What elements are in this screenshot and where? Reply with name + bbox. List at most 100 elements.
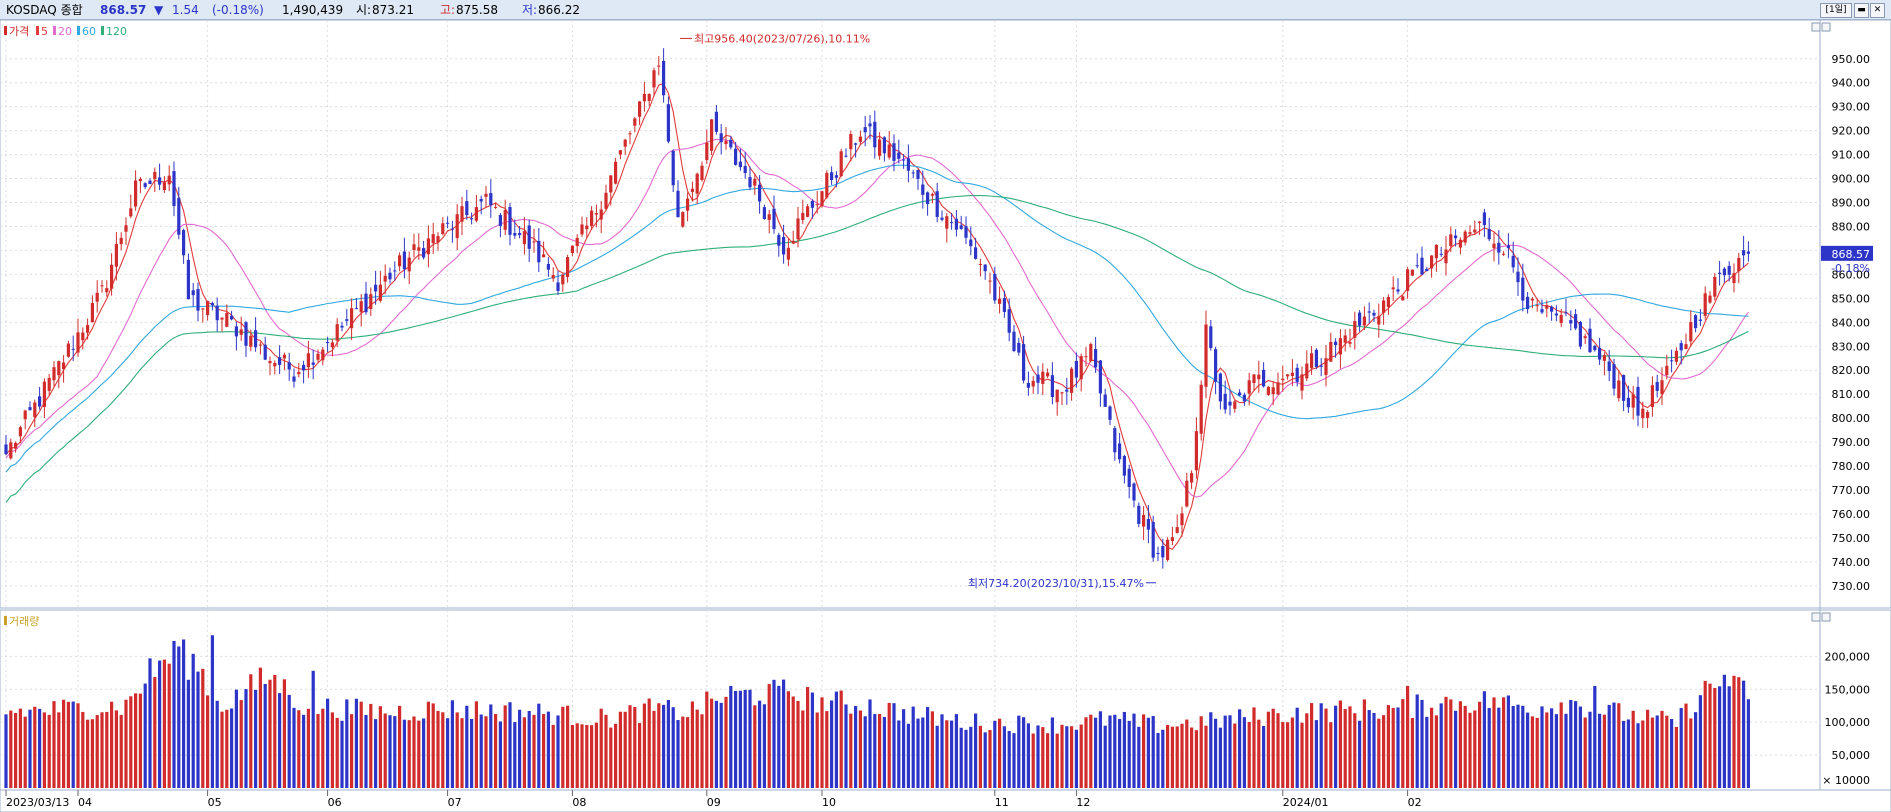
high-label: 고: — [440, 3, 456, 17]
candle-body — [1694, 315, 1698, 329]
candle-body — [849, 134, 853, 150]
candle-body — [47, 377, 51, 391]
legend-swatch — [77, 26, 80, 35]
panel-close-icon[interactable] — [1821, 612, 1831, 622]
candle-body — [158, 177, 162, 185]
candle-body — [594, 213, 598, 215]
volume-bar — [964, 729, 968, 788]
volume-bar — [518, 709, 522, 788]
candle-body — [1084, 356, 1088, 358]
volume-bar — [815, 712, 819, 788]
volume-bar — [1674, 726, 1678, 788]
minimize-icon[interactable]: ▬ — [1854, 3, 1869, 18]
date-axis — [0, 789, 1891, 812]
candle-body — [1046, 372, 1050, 377]
volume-bar — [1401, 699, 1405, 788]
volume-bar — [1358, 720, 1362, 788]
candle-body — [1670, 360, 1674, 362]
price-panel — [0, 20, 1891, 609]
candle-body — [38, 396, 42, 407]
candle-body — [1458, 239, 1462, 248]
legend-swatch — [101, 26, 104, 35]
candle-body — [906, 158, 910, 171]
volume-bar — [1247, 721, 1251, 788]
candle-body — [580, 224, 584, 235]
candle-body — [1252, 374, 1256, 384]
symbol-name[interactable]: KOSDAQ 종합 — [6, 3, 83, 17]
candle-body — [412, 244, 416, 250]
panel-maximize-icon[interactable] — [1811, 612, 1821, 622]
volume-bar — [1007, 731, 1011, 788]
volume-bar — [374, 719, 378, 788]
volume-bar — [686, 717, 690, 788]
candle-body — [1420, 257, 1424, 275]
candle-body — [556, 282, 560, 291]
candle-body — [138, 178, 142, 182]
stock-chart[interactable]: 730.00 740.00 750.00 760.00 770.00 780.00 790.… — [0, 20, 1891, 812]
volume-tick-label: 50,000 — [1832, 749, 1871, 762]
volume-bar — [623, 711, 627, 788]
candle-body — [4, 444, 8, 455]
candle-body — [1305, 363, 1309, 379]
candle-body — [1742, 250, 1746, 256]
close-icon[interactable]: ✕ — [1870, 3, 1885, 18]
volume-bar — [1415, 694, 1419, 788]
volume-bar — [1593, 685, 1597, 788]
candle-body — [868, 123, 872, 127]
volume-bar — [1137, 726, 1141, 788]
candle-body — [383, 275, 387, 282]
volume-bar — [1218, 727, 1222, 788]
volume-bar — [940, 714, 944, 788]
candle-body — [1132, 483, 1136, 501]
volume-bar — [1353, 713, 1357, 788]
price-tick-label: 880.00 — [1832, 220, 1871, 233]
candle-body — [1017, 342, 1021, 353]
candle-body — [287, 362, 291, 370]
volume-bar — [830, 700, 834, 788]
candle-body — [950, 222, 954, 224]
candle-body — [1295, 367, 1299, 382]
period-button[interactable]: [1일] — [1820, 3, 1852, 18]
volume-bar — [1406, 685, 1410, 788]
volume-bar — [210, 635, 214, 788]
volume-bar — [767, 684, 771, 788]
volume-bar — [1362, 699, 1366, 788]
candle-body — [378, 284, 382, 301]
candle-body — [1617, 380, 1621, 399]
price-tick-label: 820.00 — [1832, 364, 1871, 377]
volume-bar — [124, 699, 128, 788]
volume-bar — [14, 712, 18, 788]
candle-body — [321, 349, 325, 361]
candle-body — [561, 274, 565, 285]
candle-body — [1353, 321, 1357, 338]
volume-bar — [177, 646, 181, 788]
candle-body — [806, 206, 810, 217]
candle-body — [1521, 277, 1525, 301]
candle-body — [1050, 375, 1054, 397]
volume-bar — [1679, 708, 1683, 788]
volume-bar — [1084, 717, 1088, 788]
panel-maximize-icon[interactable] — [1811, 22, 1821, 32]
volume-bar — [398, 705, 402, 788]
volume-bar — [508, 702, 512, 788]
candle-body — [311, 362, 315, 365]
volume-bar — [340, 720, 344, 788]
volume-bar — [110, 701, 114, 788]
date-tick-label: 11 — [995, 796, 1009, 809]
volume-bar — [57, 712, 61, 788]
volume-bar — [498, 721, 502, 788]
volume-bar — [1338, 700, 1342, 788]
candle-body — [1545, 305, 1549, 309]
candle-body — [1708, 295, 1712, 303]
low-price: 866.22 — [538, 3, 580, 17]
volume-bar — [47, 714, 51, 788]
panel-close-icon[interactable] — [1821, 22, 1831, 32]
candle-body — [76, 332, 80, 353]
volume-bar — [1372, 712, 1376, 788]
candle-body — [354, 308, 358, 310]
candle-body — [882, 137, 886, 154]
volume-bar — [1377, 718, 1381, 788]
candle-body — [854, 143, 858, 145]
candle-body — [614, 161, 618, 184]
volume-bar — [1031, 733, 1035, 788]
